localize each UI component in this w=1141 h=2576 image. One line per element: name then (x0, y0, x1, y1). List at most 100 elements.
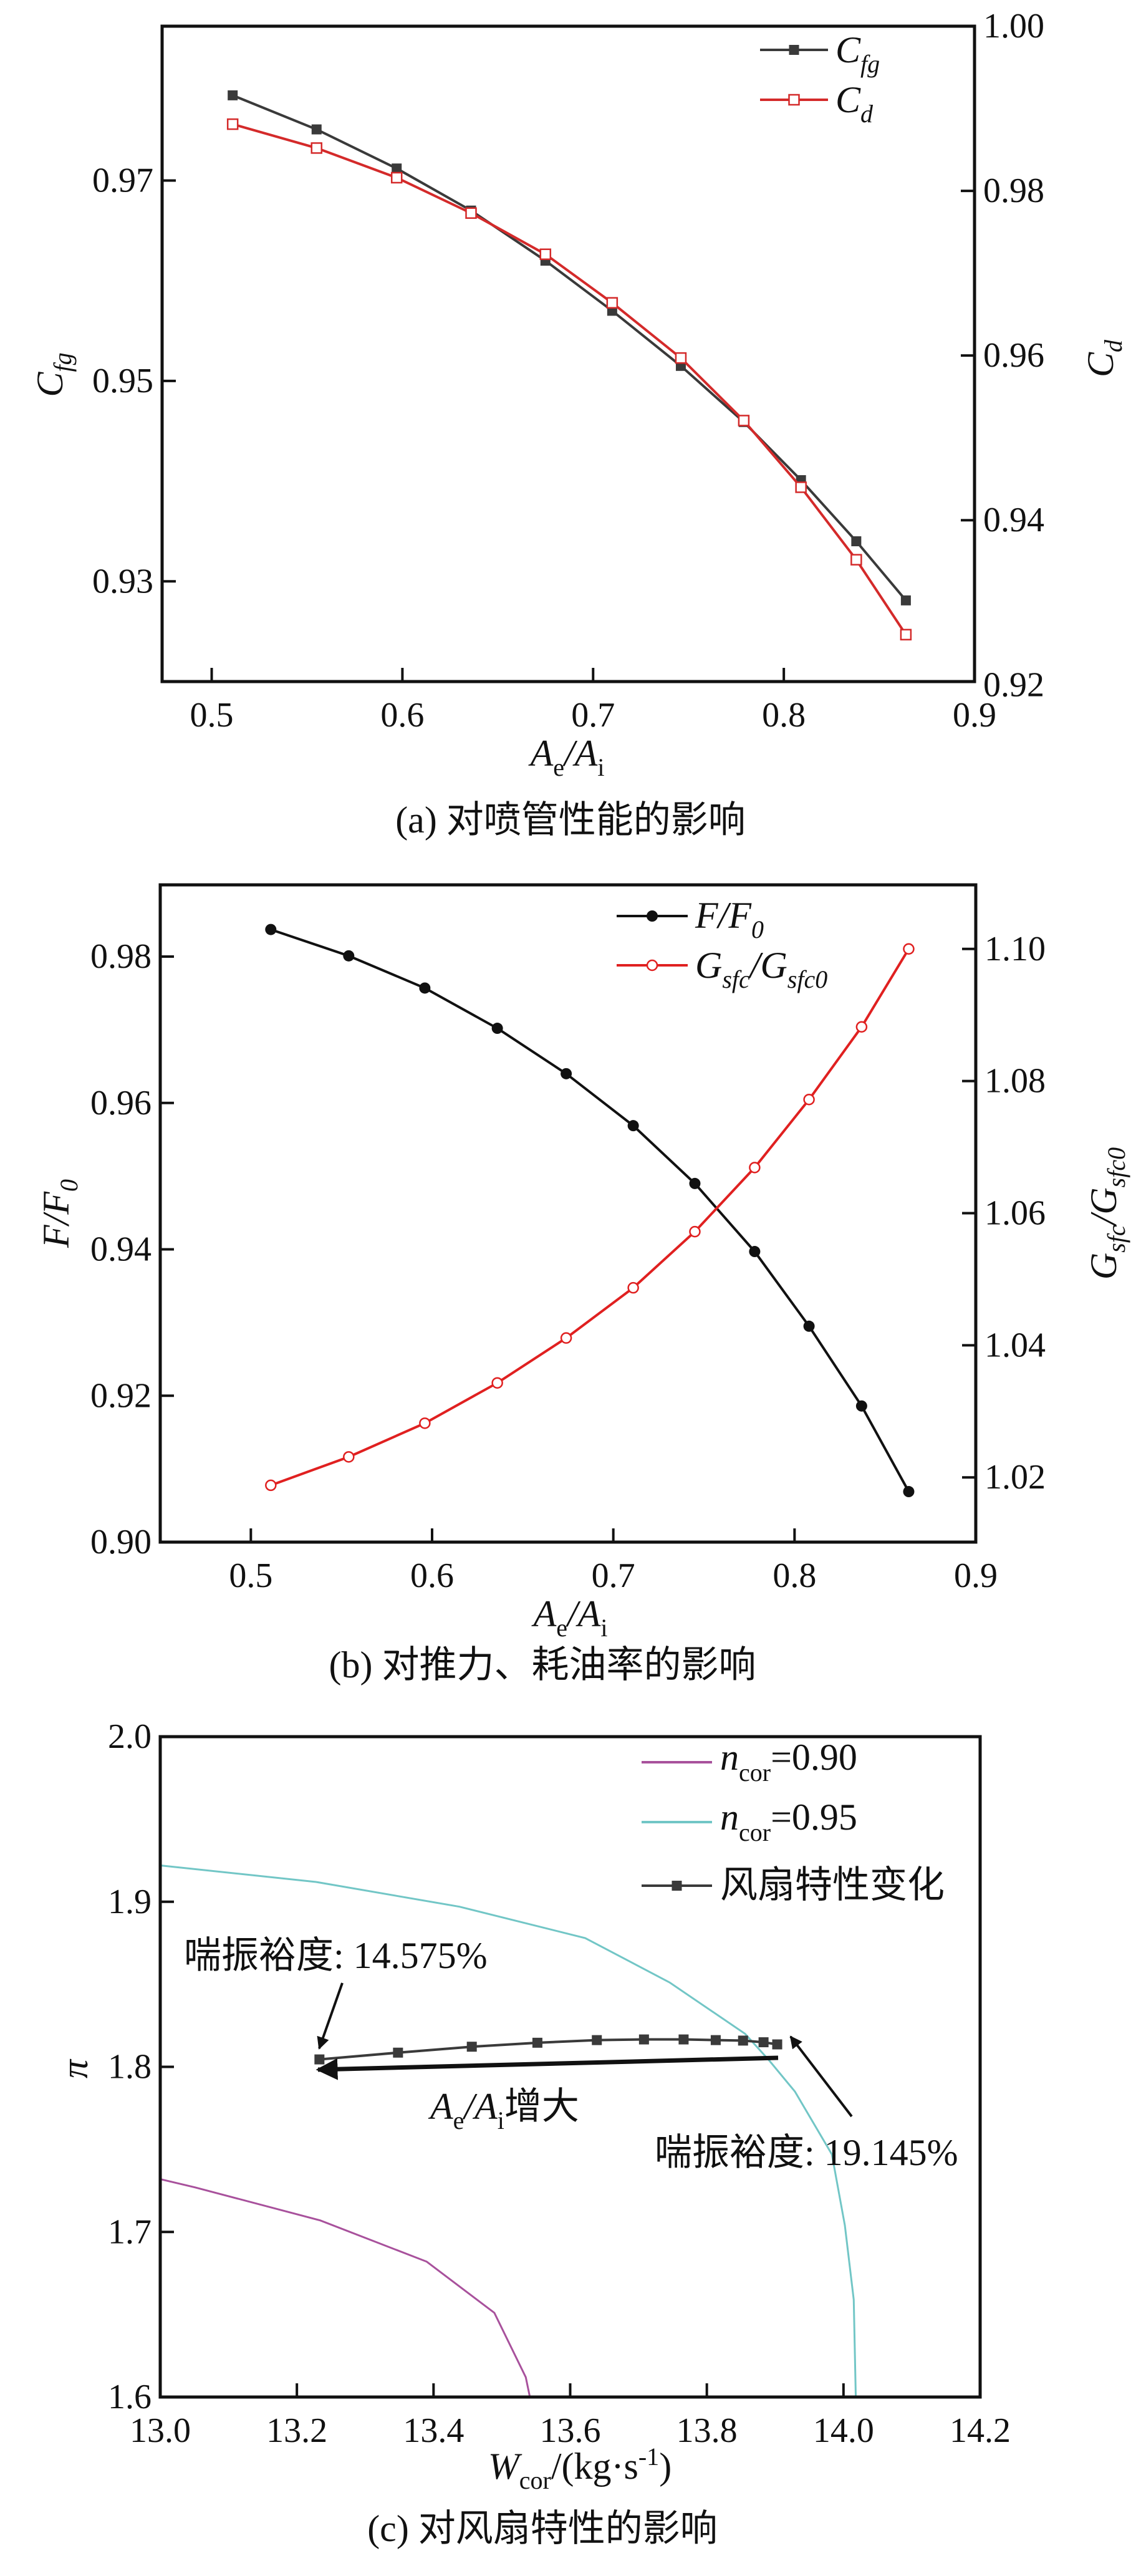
data-point (265, 1479, 277, 1492)
series-1 (226, 118, 912, 640)
y-left-tick-label: 0.98 (90, 937, 152, 976)
legend-label-thrust: F/F0 (695, 895, 764, 943)
y-left-tick-label: 0.96 (90, 1084, 152, 1122)
data-point (738, 415, 750, 427)
series-1 (160, 1864, 857, 2398)
x-tick-label: 13.2 (266, 2411, 327, 2450)
legend-label-cfg: Cfg (835, 29, 880, 78)
data-point (265, 924, 277, 935)
x-tick-label: 0.8 (762, 696, 806, 735)
legend-label-ncor-095: ncor=0.95 (720, 1797, 857, 1846)
data-point (466, 2042, 477, 2052)
x-tick-label: 13.8 (676, 2411, 738, 2450)
chart-c-legend: ncor=0.90 ncor=0.95 风扇特性变化 (720, 1737, 945, 1906)
data-point (851, 536, 862, 547)
data-point (226, 118, 239, 130)
chart-a-ylabel-left: Cfg (29, 352, 77, 397)
x-tick-label: 13.4 (403, 2411, 464, 2450)
data-point (738, 2035, 748, 2046)
data-point (343, 950, 355, 962)
data-point (606, 297, 619, 309)
legend-swatch-marker (647, 910, 658, 922)
chart-b-xlabel: Ae/Ai (531, 1593, 608, 1642)
data-point (390, 171, 403, 184)
y-right-tick-label: 0.96 (983, 336, 1044, 375)
data-point (592, 2035, 602, 2045)
data-point (419, 1417, 431, 1429)
legend-label-ncor-090: ncor=0.90 (720, 1737, 857, 1787)
chart-b-thrust-sfc: 0.5 0.6 0.7 0.8 0.9 0.90 0.92 0.94 0.96 0.98 1.02 1… (90, 883, 1046, 1595)
series-2 (314, 2034, 782, 2065)
data-point (710, 2035, 721, 2045)
legend-label-fan-change: 风扇特性变化 (720, 1864, 945, 1906)
series-line (232, 94, 907, 602)
plot-frame (160, 24, 976, 683)
x-tick-label: 0.6 (410, 1556, 454, 1595)
data-point (419, 982, 431, 994)
data-point (772, 2039, 782, 2050)
plot-frame (158, 1735, 982, 2399)
data-point (689, 1225, 701, 1238)
legend-swatch-marker (789, 45, 799, 55)
y-right-tick-label: 1.10 (985, 930, 1046, 968)
x-tick-label: 0.5 (229, 1556, 272, 1595)
data-point (393, 2047, 403, 2058)
y-right-tick-label: 0.92 (983, 665, 1044, 704)
data-point (532, 2037, 542, 2048)
y-left-tick-label: 0.92 (90, 1376, 152, 1415)
chart-b-legend: F/F0 Gsfc/Gsfc0 (695, 895, 827, 993)
chart-a-xlabel: Ae/Ai (528, 733, 605, 781)
data-point (795, 481, 807, 493)
legend-swatch-marker (646, 959, 658, 972)
chart-c-ylabel: π (54, 2058, 95, 2078)
y-left-tick-label: 0.94 (90, 1230, 152, 1269)
y-left-tick-label: 0.90 (90, 1523, 152, 1561)
plot-frame (158, 883, 978, 1544)
surge-high-pointer-arrow (789, 2035, 853, 2118)
legend-swatch-marker (788, 94, 800, 106)
y-left-tick-label: 1.6 (108, 2378, 152, 2416)
chart-a-caption: (a) 对喷管性能的影响 (395, 799, 746, 841)
data-point (392, 163, 402, 174)
y-right-tick-label: 1.08 (985, 1062, 1046, 1101)
y-left-tick-label: 0.93 (92, 562, 153, 601)
surge-low-pointer-arrow (317, 1982, 344, 2050)
x-tick-label: 14.0 (813, 2411, 874, 2450)
series-line (160, 2178, 531, 2398)
y-right-tick-label: 0.98 (983, 171, 1044, 210)
data-point (803, 1094, 815, 1106)
data-point (311, 142, 323, 154)
data-point (900, 595, 911, 605)
data-point (627, 1120, 639, 1132)
chart-c-caption: (c) 对风扇特性的影响 (367, 2508, 718, 2549)
series-line (232, 123, 907, 635)
y-right-tick-label: 1.02 (985, 1458, 1046, 1497)
chart-c-xlabel: Wcor/(kg·s-1) (488, 2443, 672, 2494)
data-point (311, 124, 322, 135)
chart-b-ylabel-left: F/F0 (36, 1179, 83, 1248)
y-right-tick-label: 0.94 (983, 501, 1044, 539)
data-point (561, 1068, 572, 1079)
chart-a-nozzle-performance: 0.5 0.6 0.7 0.8 0.9 0.93 0.95 0.97 0.92 0.94 0.96 0… (92, 7, 1044, 735)
x-tick-label: 13.0 (130, 2411, 191, 2450)
data-point (539, 248, 552, 260)
legend-label-sfc: Gsfc/Gsfc0 (695, 945, 827, 993)
data-point (855, 1021, 868, 1033)
x-tick-label: 0.7 (592, 1556, 635, 1595)
data-point (678, 2034, 689, 2045)
data-point (803, 1320, 815, 1332)
y-right-tick-label: 1.00 (983, 7, 1044, 46)
series-0 (265, 924, 915, 1498)
x-tick-label: 0.9 (953, 696, 996, 735)
legend-label-cd: Cd (835, 79, 874, 128)
y-right-tick-label: 1.04 (985, 1326, 1046, 1364)
data-point (627, 1281, 639, 1294)
data-point (689, 1177, 701, 1189)
series-0 (160, 2178, 531, 2398)
y-left-tick-label: 1.9 (108, 1883, 152, 1921)
data-point (314, 2054, 325, 2065)
y-left-tick-label: 0.95 (92, 362, 153, 400)
x-tick-label: 0.7 (571, 696, 615, 735)
x-tick-label: 0.5 (190, 696, 234, 735)
